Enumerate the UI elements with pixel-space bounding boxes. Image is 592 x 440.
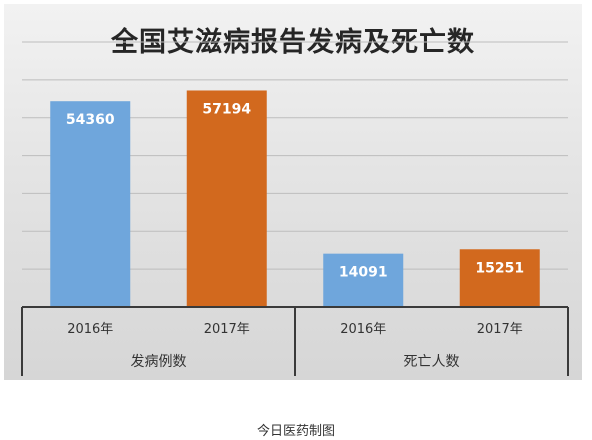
data-label: 14091 <box>339 265 388 281</box>
x-tick-label: 2017年 <box>477 322 523 337</box>
bar <box>186 90 267 307</box>
bars: 54360 57194 14091 15251 <box>50 90 540 307</box>
image-caption: 今日医药制图 <box>256 424 335 439</box>
bar <box>323 253 404 307</box>
x-tick-label: 2017年 <box>204 322 250 337</box>
bar <box>50 101 131 307</box>
data-label: 54360 <box>66 112 115 128</box>
data-label: 15251 <box>475 260 524 276</box>
x-tick-label: 2016年 <box>67 322 113 337</box>
group-label: 死亡人数 <box>404 354 460 370</box>
x-tick-label: 2016年 <box>340 322 386 337</box>
group-label: 发病例数 <box>131 354 187 370</box>
bar <box>459 249 540 307</box>
data-label: 57194 <box>202 101 251 117</box>
